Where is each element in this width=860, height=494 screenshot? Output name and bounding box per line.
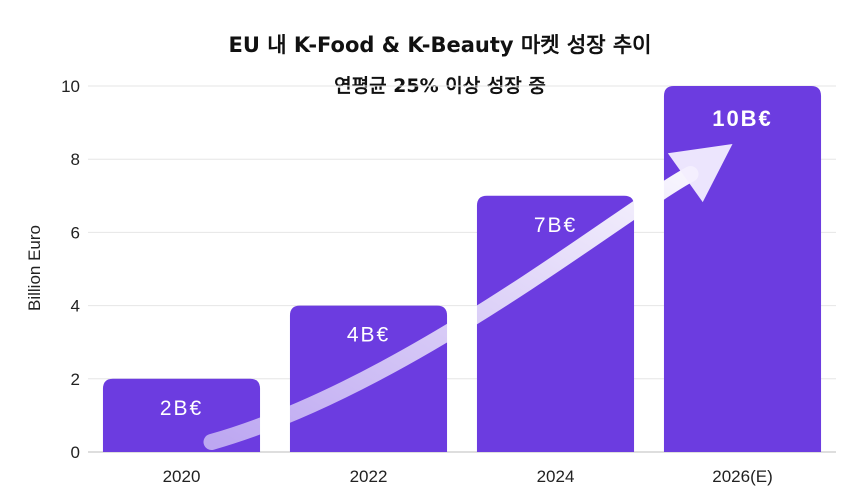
- growth-arrow-shaft: [203, 166, 699, 450]
- x-tick-label: 2026(E): [712, 467, 772, 486]
- x-tick-label: 2022: [350, 467, 388, 486]
- x-tick-label: 2024: [537, 467, 575, 486]
- bar-data-label: 2B€: [160, 397, 203, 420]
- bar-data-label: 10B€: [712, 106, 773, 131]
- x-tick-labels: 2020 2022 2024 2026(E): [163, 467, 773, 486]
- bar-data-label: 4B€: [347, 324, 390, 347]
- bars: [102, 86, 822, 453]
- y-tick-label: 10: [61, 77, 80, 96]
- growth-arrow-head: [667, 144, 733, 203]
- bar-2026e: [663, 86, 822, 452]
- y-tick-label: 2: [71, 370, 80, 389]
- bar-2024: [476, 195, 635, 453]
- y-tick-label: 4: [71, 297, 80, 316]
- y-tick-label: 6: [71, 223, 80, 242]
- y-tick-label: 0: [71, 443, 80, 462]
- chart-title: EU 내 K-Food & K-Beauty 마켓 성장 추이: [229, 33, 652, 57]
- bar-data-label: 7B€: [534, 214, 577, 237]
- y-axis-label: Billion Euro: [25, 225, 44, 311]
- x-tick-label: 2020: [163, 467, 201, 486]
- y-tick-label: 8: [71, 150, 80, 169]
- growth-arrow: [203, 144, 733, 450]
- bar-labels: 2B€ 4B€ 7B€ 10B€: [160, 106, 773, 420]
- y-tick-labels: 0 2 4 6 8 10: [61, 77, 80, 462]
